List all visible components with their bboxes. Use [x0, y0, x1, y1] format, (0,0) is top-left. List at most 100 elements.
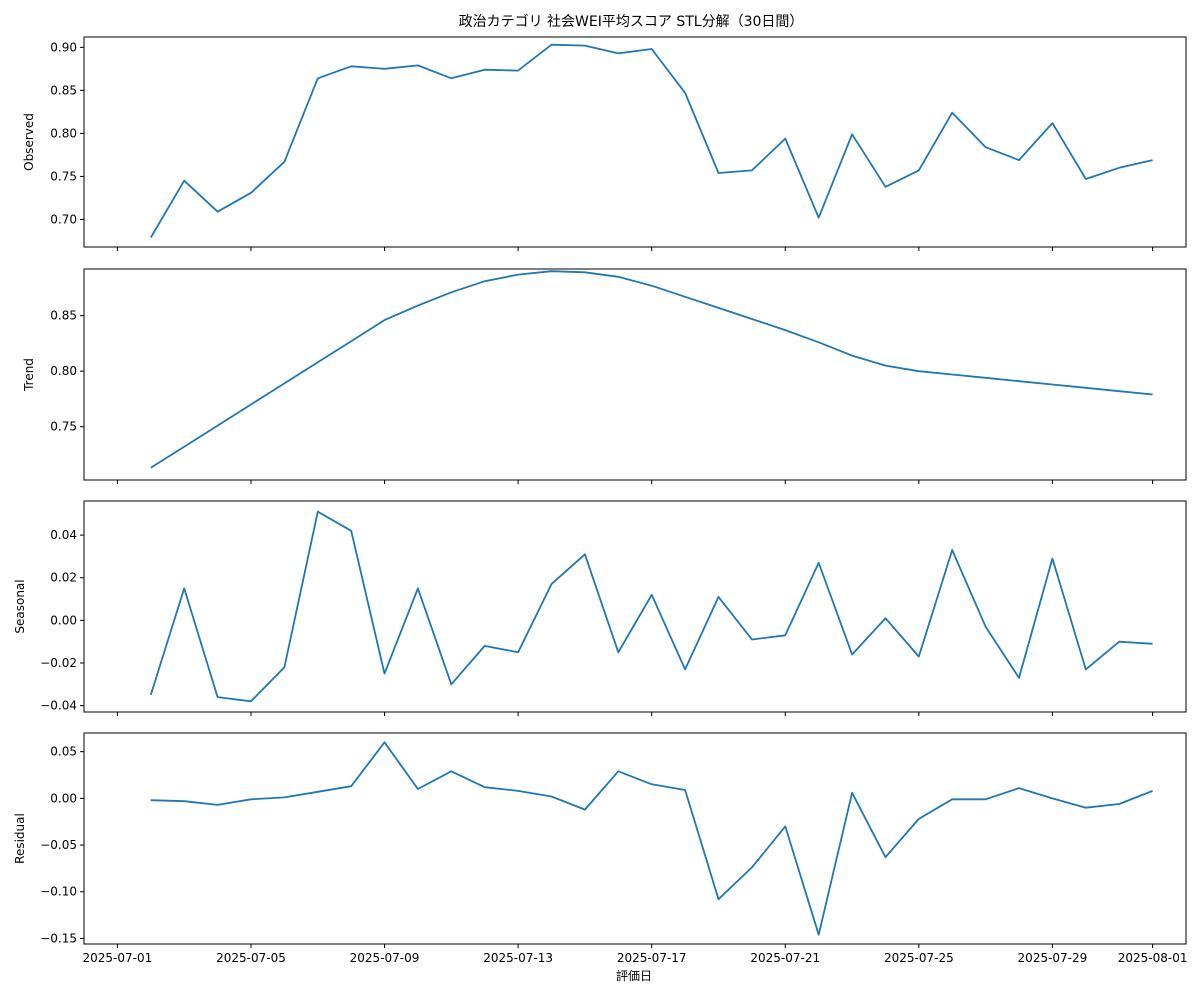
trend-y-tick-label: 0.75: [50, 420, 77, 434]
residual-data-point: [750, 865, 754, 869]
observed-data-point: [249, 191, 253, 195]
observed-data-point: [1050, 121, 1054, 125]
seasonal-data-point: [950, 548, 954, 552]
seasonal-data-point: [917, 655, 921, 659]
residual-frame: [83, 732, 1187, 945]
x-tick-label: 2025-07-01: [83, 951, 153, 965]
seasonal-data-point: [783, 633, 787, 637]
seasonal-data-point: [750, 638, 754, 642]
trend-data-point: [717, 306, 721, 310]
seasonal-y-tick-label: 0.02: [50, 571, 77, 585]
x-tick-label: 2025-08-01: [1118, 951, 1188, 965]
observed-data-point: [1017, 158, 1021, 162]
seasonal-data-point: [416, 586, 420, 590]
residual-y-tick-label: 0.05: [50, 745, 77, 759]
observed-data-point: [950, 111, 954, 115]
observed-data-point: [750, 168, 754, 172]
x-tick-label: 2025-07-29: [1018, 951, 1088, 965]
observed-data-point: [917, 168, 921, 172]
seasonal-data-point: [182, 586, 186, 590]
residual-data-point: [516, 789, 520, 793]
residual-y-tick-label: −0.05: [40, 838, 77, 852]
residual-data-point: [650, 782, 654, 786]
residual-data-point: [783, 824, 787, 828]
residual-data-point: [917, 817, 921, 821]
observed-y-tick-label: 0.70: [50, 212, 77, 226]
seasonal-data-point: [550, 582, 554, 586]
observed-data-point: [316, 76, 320, 80]
trend-data-point: [449, 290, 453, 294]
trend-data-point: [650, 284, 654, 288]
residual-panel: −0.15 −0.10 −0.05 0.00 0.05 Residual 2025-07-0…: [13, 732, 1188, 965]
observed-data-point: [850, 132, 854, 136]
trend-data-point: [349, 339, 353, 343]
x-tick-label: 2025-07-25: [884, 951, 954, 965]
trend-data-point: [1050, 383, 1054, 387]
trend-data-point: [282, 381, 286, 385]
residual-data-point: [616, 769, 620, 773]
observed-data-point: [483, 68, 487, 72]
residual-data-point: [149, 798, 153, 802]
residual-data-point: [884, 855, 888, 859]
residual-data-point: [1117, 802, 1121, 806]
trend-data-point: [950, 373, 954, 377]
trend-data-point: [1017, 379, 1021, 383]
observed-data-point: [182, 179, 186, 183]
seasonal-data-point: [1084, 667, 1088, 671]
seasonal-panel: −0.04 −0.02 0.00 0.02 0.04 Seasonal: [13, 500, 1187, 716]
seasonal-data-point: [149, 693, 153, 697]
residual-data-point: [316, 790, 320, 794]
observed-data-point: [650, 47, 654, 51]
seasonal-data-point: [349, 529, 353, 533]
seasonal-data-point: [884, 616, 888, 620]
x-tick-label: 2025-07-05: [216, 951, 286, 965]
residual-data-point: [483, 785, 487, 789]
residual-data-point: [249, 797, 253, 801]
residual-data-point: [984, 797, 988, 801]
trend-y-axis-label: Trend: [22, 358, 36, 392]
x-tick-label: 2025-07-09: [350, 951, 420, 965]
seasonal-data-point: [1117, 640, 1121, 644]
observed-data-point: [282, 160, 286, 164]
trend-frame: [83, 268, 1187, 481]
residual-data-point: [1050, 796, 1054, 800]
residual-data-point: [950, 797, 954, 801]
observed-data-point: [683, 91, 687, 95]
seasonal-data-point: [717, 595, 721, 599]
observed-data-point: [1084, 177, 1088, 181]
observed-data-point: [149, 236, 153, 240]
seasonal-data-point: [683, 667, 687, 671]
seasonal-data-point: [817, 561, 821, 565]
trend-panel: 0.75 0.80 0.85 Trend: [22, 268, 1187, 484]
x-tick-label: 2025-07-21: [750, 951, 820, 965]
trend-data-point: [850, 354, 854, 358]
residual-series-line: [150, 741, 1153, 936]
residual-y-tick-label: −0.10: [40, 885, 77, 899]
trend-data-point: [616, 275, 620, 279]
observed-data-point: [349, 64, 353, 68]
observed-data-point: [1151, 158, 1155, 162]
seasonal-data-point: [483, 644, 487, 648]
residual-data-point: [583, 808, 587, 812]
residual-data-point: [850, 791, 854, 795]
seasonal-data-point: [449, 682, 453, 686]
trend-data-point: [884, 364, 888, 368]
residual-data-point: [817, 933, 821, 937]
trend-data-point: [249, 403, 253, 407]
trend-y-tick-label: 0.85: [50, 309, 77, 323]
seasonal-data-point: [1151, 642, 1155, 646]
residual-y-tick-label: −0.15: [40, 931, 77, 945]
trend-series-line: [150, 270, 1153, 469]
observed-data-point: [383, 67, 387, 71]
residual-data-point: [182, 799, 186, 803]
observed-y-tick-label: 0.90: [50, 40, 77, 54]
trend-data-point: [817, 340, 821, 344]
seasonal-y-tick-label: 0.04: [50, 528, 77, 542]
residual-data-point: [383, 740, 387, 744]
trend-data-point: [1151, 393, 1155, 397]
seasonal-y-axis-label: Seasonal: [13, 579, 27, 633]
observed-y-tick-label: 0.85: [50, 83, 77, 97]
observed-frame: [83, 36, 1187, 248]
